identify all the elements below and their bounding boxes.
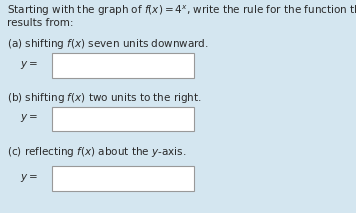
Text: $y =$: $y =$ [20,59,38,71]
Text: (b) shifting $f(x)$ two units to the right.: (b) shifting $f(x)$ two units to the rig… [7,91,202,105]
Text: Starting with the graph of $f(x) = 4^x$, write the rule for the function that: Starting with the graph of $f(x) = 4^x$,… [7,3,356,18]
FancyBboxPatch shape [52,166,194,191]
Text: $y =$: $y =$ [20,112,38,124]
Text: results from:: results from: [7,18,74,28]
Text: $y =$: $y =$ [20,172,38,184]
FancyBboxPatch shape [52,106,194,131]
Text: (a) shifting $f(x)$ seven units downward.: (a) shifting $f(x)$ seven units downward… [7,37,209,51]
FancyBboxPatch shape [52,53,194,78]
Text: (c) reflecting $f(x)$ about the $y$-axis.: (c) reflecting $f(x)$ about the $y$-axis… [7,145,187,159]
